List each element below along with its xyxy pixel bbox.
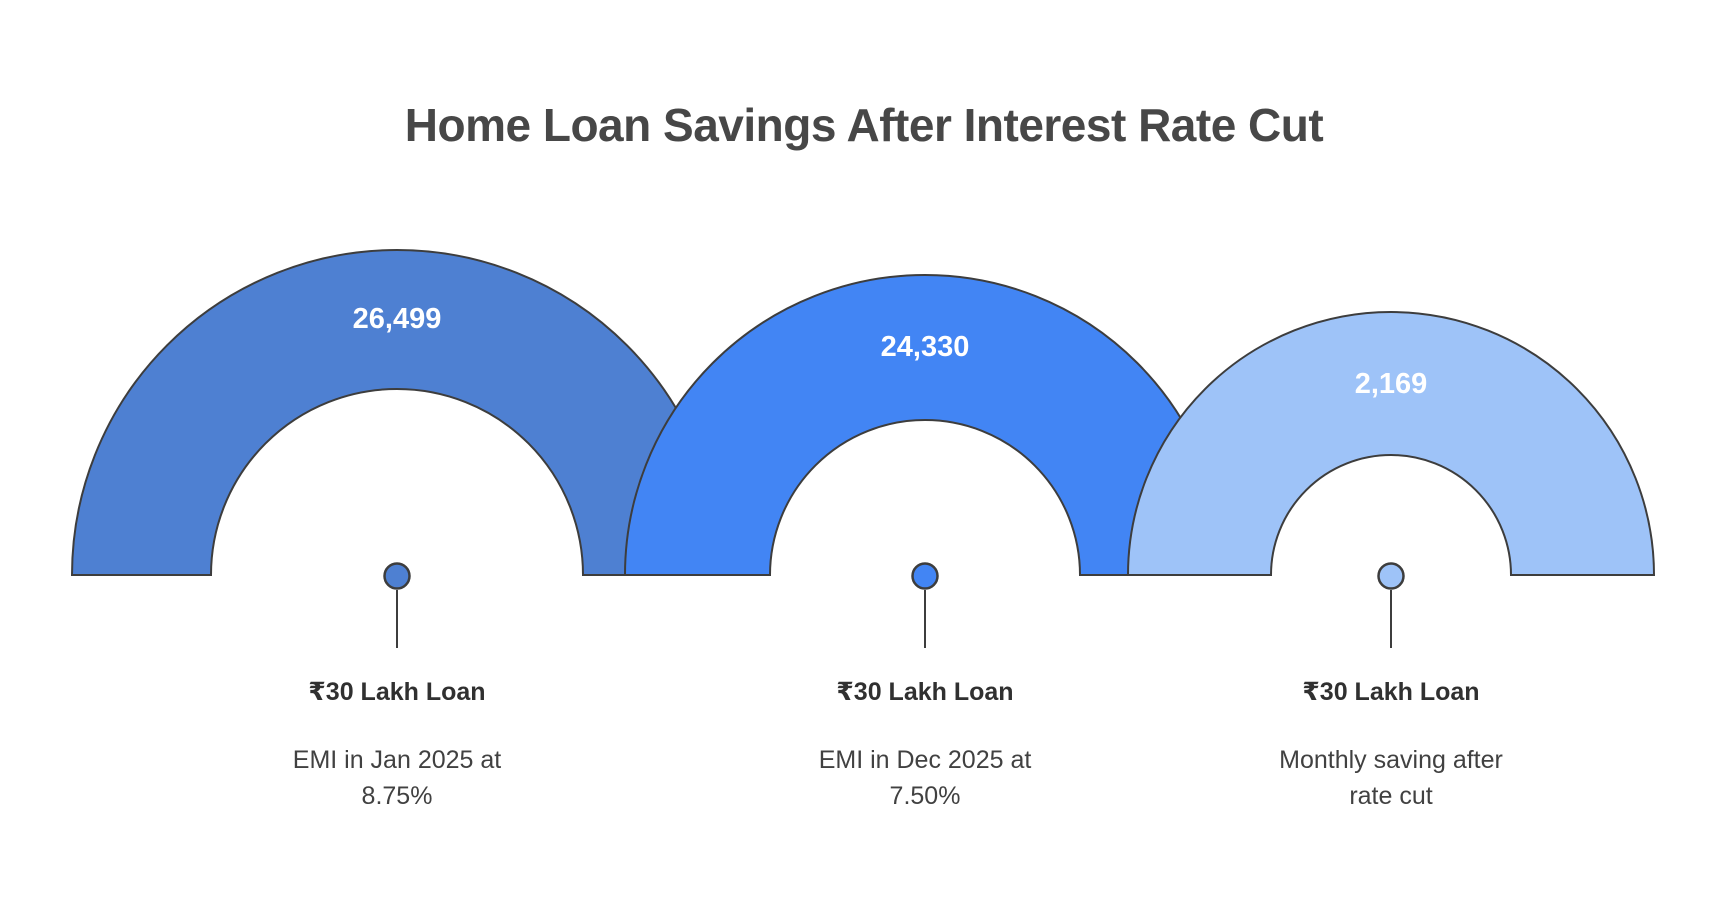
arch-description-line-2: 8.75% xyxy=(361,782,433,810)
loan-amount-label: ₹30 Lakh Loan xyxy=(308,678,486,706)
arch-description-line-1: Monthly saving after xyxy=(1279,746,1503,774)
arch-value: 24,330 xyxy=(881,331,970,363)
chart-title: Home Loan Savings After Interest Rate Cu… xyxy=(404,99,1324,151)
arch-value: 26,499 xyxy=(353,303,442,335)
arch-label-group-dec-2025: ₹30 Lakh Loan EMI in Dec 2025 at 7.50% xyxy=(755,676,1095,814)
arch-group-monthly-saving: 2,169 xyxy=(1126,311,1656,648)
arch-group-jan-2025: 26,499 xyxy=(70,249,724,648)
arch-description-line-2: rate cut xyxy=(1349,782,1433,810)
arch-description-line-1: EMI in Dec 2025 at xyxy=(818,746,1032,774)
marker-dot xyxy=(383,562,411,590)
arch-description-line-2: 7.50% xyxy=(889,782,961,810)
loan-amount-label: ₹30 Lakh Loan xyxy=(836,678,1014,706)
marker-dot xyxy=(1377,562,1405,590)
arch-label-group-monthly-saving: ₹30 Lakh Loan Monthly saving after rate … xyxy=(1221,676,1561,814)
arch-group-dec-2025: 24,330 xyxy=(623,274,1227,648)
arch-description: Monthly saving after rate cut xyxy=(1221,742,1561,814)
loan-amount-label: ₹30 Lakh Loan xyxy=(1302,678,1480,706)
arch-description: EMI in Jan 2025 at 8.75% xyxy=(227,742,567,814)
arch-label-group-jan-2025: ₹30 Lakh Loan EMI in Jan 2025 at 8.75% xyxy=(227,676,567,814)
arch-description-line-1: EMI in Jan 2025 at xyxy=(292,746,502,774)
marker-dot xyxy=(911,562,939,590)
arch-ring-jan-2025[interactable] xyxy=(70,249,724,576)
arch-value: 2,169 xyxy=(1355,368,1428,400)
arch-ring-monthly-saving[interactable] xyxy=(1126,311,1656,576)
arch-description: EMI in Dec 2025 at 7.50% xyxy=(755,742,1095,814)
